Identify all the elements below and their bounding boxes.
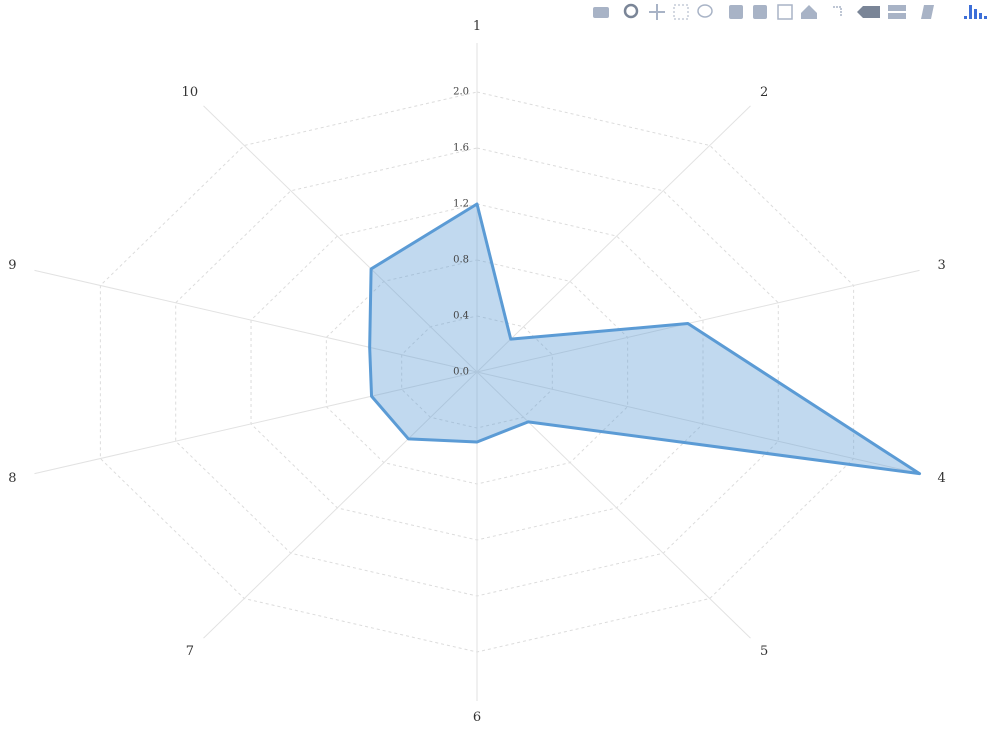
- plotly-logo[interactable]: [964, 5, 987, 19]
- docs-button[interactable]: [921, 5, 934, 19]
- r-tick-label: 1.2: [453, 199, 469, 210]
- axis-spoke: [476, 269, 920, 373]
- category-label: 6: [473, 710, 481, 725]
- axis-spoke: [34, 371, 478, 475]
- r-tick-label: 0.4: [453, 311, 469, 322]
- category-label: 2: [760, 85, 768, 100]
- r-tick-label: 2.0: [453, 87, 469, 98]
- axis-spoke: [203, 105, 478, 373]
- pan-button[interactable]: [649, 4, 665, 20]
- hover-compare-button[interactable]: [888, 5, 906, 19]
- r-tick-label: 0.0: [453, 367, 469, 378]
- category-label: 5: [760, 644, 768, 659]
- category-label: 9: [8, 258, 16, 273]
- r-tick-label: 0.8: [453, 255, 469, 266]
- axis-spoke: [476, 371, 751, 639]
- reset-button[interactable]: [801, 5, 817, 19]
- spike-button[interactable]: [833, 6, 842, 17]
- category-label: 8: [8, 471, 16, 486]
- select-button[interactable]: [673, 4, 689, 20]
- camera-button[interactable]: [593, 7, 609, 18]
- category-label: 7: [186, 644, 194, 659]
- r-tick-label: 1.6: [453, 143, 469, 154]
- zoom-out-button[interactable]: [753, 5, 767, 19]
- plot-area: 1 2 3 4 5 6 7 8 9 10 0.0 0.4 0.8 1.2 1.6 2.0: [8, 19, 946, 725]
- autoscale-button[interactable]: [777, 4, 793, 20]
- axis-spoke: [34, 269, 478, 373]
- category-label: 4: [938, 471, 946, 486]
- axis-spoke: [476, 105, 751, 373]
- zoom-button[interactable]: [623, 3, 639, 19]
- category-label: 3: [938, 258, 946, 273]
- category-label: 10: [182, 85, 199, 100]
- radar-area: [368, 202, 922, 476]
- lasso-button[interactable]: [697, 4, 713, 18]
- hover-closest-button[interactable]: [857, 6, 880, 18]
- category-label: 1: [473, 19, 481, 34]
- axis-spoke: [203, 371, 478, 639]
- axis-spoke: [476, 371, 920, 475]
- modebar: [593, 3, 987, 20]
- zoom-in-button[interactable]: [729, 5, 743, 19]
